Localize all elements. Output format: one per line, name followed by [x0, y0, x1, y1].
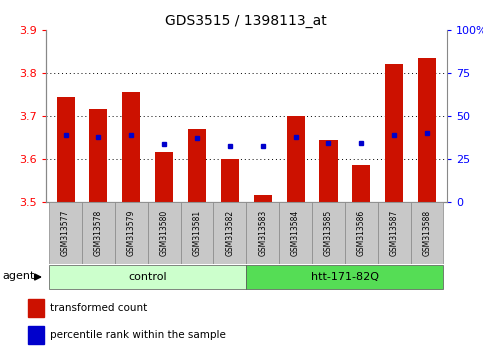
FancyBboxPatch shape [279, 202, 312, 264]
Text: htt-171-82Q: htt-171-82Q [311, 272, 379, 282]
Bar [155, 153, 173, 202]
FancyBboxPatch shape [49, 202, 82, 264]
FancyBboxPatch shape [246, 202, 279, 264]
FancyBboxPatch shape [213, 202, 246, 264]
Bar [385, 64, 403, 202]
Text: GSM313578: GSM313578 [94, 210, 103, 256]
FancyBboxPatch shape [181, 202, 213, 264]
FancyBboxPatch shape [148, 202, 181, 264]
Bar [221, 159, 239, 202]
FancyBboxPatch shape [312, 202, 345, 264]
Text: GSM313579: GSM313579 [127, 210, 136, 256]
FancyBboxPatch shape [411, 202, 443, 264]
Bar [49, 265, 246, 289]
Text: GSM313586: GSM313586 [357, 210, 366, 256]
Text: GSM313584: GSM313584 [291, 210, 300, 256]
FancyBboxPatch shape [115, 202, 148, 264]
Bar [122, 92, 141, 202]
Bar [188, 129, 206, 202]
Text: agent: agent [2, 271, 35, 281]
Text: percentile rank within the sample: percentile rank within the sample [50, 330, 226, 341]
Text: GSM313583: GSM313583 [258, 210, 267, 256]
Text: control: control [128, 272, 167, 282]
Text: GSM313587: GSM313587 [390, 210, 398, 256]
Bar [246, 265, 443, 289]
Bar [28, 326, 44, 344]
FancyBboxPatch shape [378, 202, 411, 264]
Bar [418, 58, 436, 202]
Bar [319, 139, 338, 202]
FancyBboxPatch shape [345, 202, 378, 264]
Text: GSM313585: GSM313585 [324, 210, 333, 256]
Bar [28, 299, 44, 317]
Text: GSM313588: GSM313588 [423, 210, 431, 256]
Bar [286, 116, 305, 202]
Text: GSM313582: GSM313582 [226, 210, 234, 256]
Text: GSM313580: GSM313580 [160, 210, 169, 256]
Text: GSM313577: GSM313577 [61, 210, 70, 256]
Title: GDS3515 / 1398113_at: GDS3515 / 1398113_at [166, 14, 327, 28]
Text: transformed count: transformed count [50, 303, 147, 313]
Bar [254, 195, 272, 202]
FancyBboxPatch shape [82, 202, 115, 264]
Text: GSM313581: GSM313581 [193, 210, 201, 256]
Bar [89, 109, 108, 202]
Bar [57, 97, 75, 202]
Bar [352, 165, 370, 202]
